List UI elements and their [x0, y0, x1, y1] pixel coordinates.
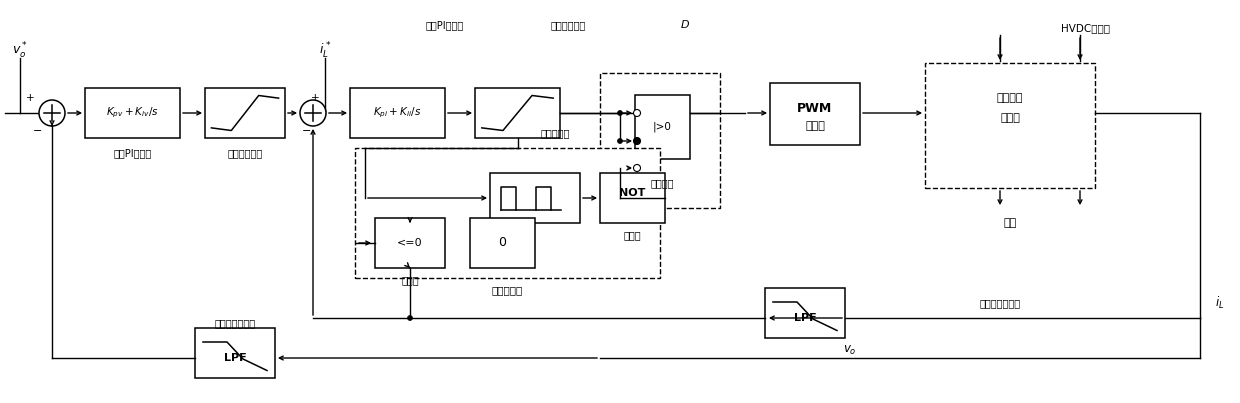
Bar	[86, 88, 180, 138]
Text: $v_o$: $v_o$	[843, 343, 857, 357]
Bar	[195, 328, 275, 378]
Bar	[475, 88, 560, 138]
Text: 外环低通滤波器: 外环低通滤波器	[215, 318, 255, 328]
Text: 外环PI调节器: 外环PI调节器	[113, 148, 151, 158]
Bar	[374, 218, 445, 268]
Text: |>0: |>0	[653, 122, 672, 132]
Circle shape	[300, 100, 326, 126]
Bar	[600, 73, 720, 208]
Bar	[490, 173, 580, 223]
Text: $v_o^*$: $v_o^*$	[12, 41, 29, 61]
Text: 发生器: 发生器	[805, 121, 825, 131]
Bar	[765, 288, 844, 338]
Text: 负载: 负载	[1003, 218, 1017, 228]
Text: +: +	[311, 93, 320, 103]
Bar	[350, 88, 445, 138]
Circle shape	[408, 316, 413, 320]
Circle shape	[634, 110, 641, 116]
Bar	[770, 83, 861, 145]
Text: <=0: <=0	[397, 238, 423, 248]
Text: 断路器: 断路器	[1001, 113, 1021, 123]
Bar	[925, 63, 1095, 188]
Circle shape	[634, 137, 641, 145]
Circle shape	[618, 110, 622, 116]
Text: $K_{pi}+K_{ii}/s$: $K_{pi}+K_{ii}/s$	[373, 106, 422, 120]
Text: 辅助控制器: 辅助控制器	[492, 285, 523, 295]
Text: D: D	[681, 20, 689, 30]
Text: HVDC传输线: HVDC传输线	[1060, 23, 1110, 33]
Text: NOT: NOT	[619, 188, 646, 198]
Text: 高压直流: 高压直流	[997, 93, 1023, 103]
Text: 反向器: 反向器	[624, 230, 641, 240]
Bar	[470, 218, 534, 268]
Text: LPF: LPF	[223, 353, 247, 363]
Bar	[635, 95, 689, 159]
Text: 内环低通滤波器: 内环低通滤波器	[980, 298, 1021, 308]
Circle shape	[618, 139, 622, 143]
Text: LPF: LPF	[794, 313, 816, 323]
Text: 内环饱和环节: 内环饱和环节	[551, 20, 585, 30]
Text: −: −	[33, 126, 42, 136]
Text: 内环PI调节器: 内环PI调节器	[425, 20, 464, 30]
Circle shape	[38, 100, 64, 126]
Text: 比较器: 比较器	[402, 275, 419, 285]
Text: 触发子系统: 触发子系统	[541, 128, 569, 138]
Bar	[205, 88, 285, 138]
Bar	[600, 173, 665, 223]
Text: 选择开关: 选择开关	[651, 178, 675, 188]
Text: $i_L^*$: $i_L^*$	[319, 41, 331, 61]
Circle shape	[634, 164, 641, 172]
Text: PWM: PWM	[797, 102, 832, 114]
Text: $i_L$: $i_L$	[1215, 295, 1224, 311]
Text: +: +	[26, 93, 35, 103]
Text: 外环饱和环节: 外环饱和环节	[227, 148, 263, 158]
Text: 0: 0	[498, 237, 506, 249]
Text: −: −	[303, 126, 311, 136]
Bar	[355, 148, 660, 278]
Text: $K_{pv}+K_{iv}/s$: $K_{pv}+K_{iv}/s$	[107, 106, 159, 120]
